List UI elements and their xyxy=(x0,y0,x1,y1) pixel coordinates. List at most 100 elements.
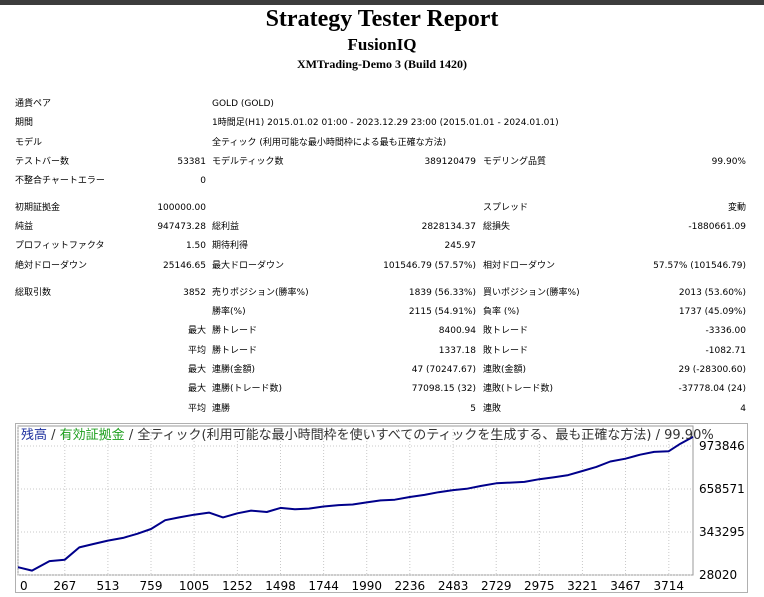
y-tick-label: 973846 xyxy=(699,439,745,453)
long-value: 2013 (53.60%) xyxy=(678,288,746,298)
errors-label: 不整合チャートエラー xyxy=(15,176,105,186)
average-word: 平均 xyxy=(187,346,206,356)
avg-loss-label: 敗トレード xyxy=(483,346,529,356)
largest-loss-value: -3336.00 xyxy=(705,326,746,336)
win-value: 2115 (54.91%) xyxy=(408,307,476,317)
balance-chart-svg: 残高 / 有効証拠金 / 全ティック(利用可能な最小時間枠を使いすべてのティック… xyxy=(15,423,748,593)
long-label: 買いポジション(勝率%) xyxy=(483,288,580,298)
x-tick-label: 1744 xyxy=(308,579,339,593)
gross-profit-value: 2828134.37 xyxy=(421,222,476,232)
short-label: 売りポジション(勝率%) xyxy=(212,288,309,298)
x-tick-label: 3714 xyxy=(654,579,685,593)
x-tick-label: 759 xyxy=(140,579,163,593)
x-axis-ticks: 0 267 513 759 1005 1252 1498 1744 1990 2236 2483 27… xyxy=(20,579,684,593)
bars-value: 53381 xyxy=(177,157,206,167)
chart-frame xyxy=(15,423,748,593)
quality-value: 99.90% xyxy=(711,157,746,167)
max-cons-word: 最大 xyxy=(187,365,206,375)
x-tick-label: 1005 xyxy=(179,579,210,593)
max-dd-value: 101546.79 (57.57%) xyxy=(383,261,476,271)
avg-cons-wins-label: 連勝 xyxy=(212,404,231,414)
quality-label: モデリング品質 xyxy=(483,157,547,167)
spread-label: スプレッド xyxy=(483,203,529,213)
avg-cons-wins-value: 5 xyxy=(470,404,476,414)
avg-loss-value: -1082.71 xyxy=(705,346,746,356)
symbol-value: GOLD (GOLD) xyxy=(212,99,274,109)
spread-value: 変動 xyxy=(727,203,746,213)
max-cons-wins-label: 連勝(金額) xyxy=(212,365,256,375)
avg-win-value: 1337.18 xyxy=(438,346,476,356)
balance-chart: 残高 / 有効証拠金 / 全ティック(利用可能な最小時間枠を使いすべてのティック… xyxy=(15,423,748,593)
legend-equity: 有効証拠金 xyxy=(60,427,125,443)
max-cons-loss-label: 連敗(トレード数) xyxy=(483,384,554,394)
largest-loss-label: 敗トレード xyxy=(483,326,529,336)
max-cons-loss-value: -37778.04 (24) xyxy=(678,384,746,394)
x-tick-label: 0 xyxy=(20,579,28,593)
largest-win-label: 勝トレード xyxy=(212,326,258,336)
rel-dd-value: 57.57% (101546.79) xyxy=(653,261,746,271)
chart-legend: 残高 / 有効証拠金 / 全ティック(利用可能な最小時間枠を使いすべてのティック… xyxy=(21,427,714,443)
expert-name: FusionIQ xyxy=(347,35,417,54)
gross-loss-value: -1880661.09 xyxy=(688,222,746,232)
x-tick-label: 267 xyxy=(53,579,76,593)
max-cons-profit-label: 連勝(トレード数) xyxy=(212,384,283,394)
largest-word: 最大 xyxy=(187,326,206,336)
win-label: 勝率(%) xyxy=(212,307,246,317)
y-tick-label: 658571 xyxy=(699,482,745,496)
largest-win-value: 8400.94 xyxy=(438,326,476,336)
avg-cons-losses-value: 4 xyxy=(740,404,746,414)
max-cons2-word: 最大 xyxy=(187,384,206,394)
model-label: モデル xyxy=(15,138,43,148)
max-cons-profit-value: 77098.15 (32) xyxy=(411,384,476,394)
avg-cons-losses-label: 連敗 xyxy=(483,404,502,414)
x-tick-label: 1990 xyxy=(351,579,382,593)
y-axis-ticks: 28020 343295 658571 973846 xyxy=(699,439,745,582)
pf-label: プロフィットファクタ xyxy=(15,241,105,251)
deposit-label: 初期証拠金 xyxy=(15,203,61,213)
loss-label: 負率 (%) xyxy=(483,307,520,317)
legend-description: / 全ティック(利用可能な最小時間枠を使いすべてのティックを生成する、最も正確な… xyxy=(125,427,714,443)
abs-dd-value: 25146.65 xyxy=(163,261,206,271)
max-cons-wins-value: 47 (70247.67) xyxy=(411,365,476,375)
deposit-value: 100000.00 xyxy=(157,203,206,213)
pf-value: 1.50 xyxy=(185,241,206,251)
trades-label: 総取引数 xyxy=(15,288,52,298)
gross-loss-label: 総損失 xyxy=(483,222,511,232)
ticks-value: 389120479 xyxy=(424,157,476,167)
abs-dd-label: 絶対ドローダウン xyxy=(15,261,88,271)
max-dd-label: 最大ドローダウン xyxy=(212,261,285,271)
x-tick-label: 1252 xyxy=(222,579,253,593)
period-label: 期間 xyxy=(15,118,34,128)
legend-balance: 残高 xyxy=(21,427,47,443)
errors-value: 0 xyxy=(200,176,206,186)
rel-dd-label: 相対ドローダウン xyxy=(483,261,556,271)
x-tick-label: 2729 xyxy=(481,579,512,593)
loss-value: 1737 (45.09%) xyxy=(678,307,746,317)
plot-area xyxy=(17,425,694,576)
max-cons-losses-label: 連敗(金額) xyxy=(483,365,527,375)
x-tick-label: 2975 xyxy=(524,579,555,593)
avg-cons-word: 平均 xyxy=(187,404,206,414)
legend-separator: / xyxy=(47,428,60,443)
model-value: 全ティック (利用可能な最小時間枠による最も正確な方法) xyxy=(212,138,447,148)
gross-profit-label: 総利益 xyxy=(212,222,240,232)
x-tick-label: 513 xyxy=(96,579,119,593)
x-tick-label: 1498 xyxy=(265,579,296,593)
symbol-label: 通貨ペア xyxy=(15,99,52,109)
report-title: Strategy Tester Report xyxy=(265,6,499,32)
server-name: XMTrading-Demo 3 (Build 1420) xyxy=(296,57,468,71)
avg-win-label: 勝トレード xyxy=(212,346,258,356)
x-tick-label: 2483 xyxy=(438,579,469,593)
short-value: 1839 (56.33%) xyxy=(408,288,476,298)
ticks-label: モデルティック数 xyxy=(212,157,284,167)
y-tick-label: 28020 xyxy=(699,568,737,582)
max-cons-losses-value: 29 (-28300.60) xyxy=(678,365,746,375)
bars-label: テストバー数 xyxy=(15,157,70,167)
x-tick-label: 3467 xyxy=(610,579,641,593)
x-tick-label: 2236 xyxy=(395,579,426,593)
line-layer xyxy=(17,436,694,572)
net-value: 947473.28 xyxy=(157,222,206,232)
top-bar xyxy=(0,0,764,5)
x-tick-label: 3221 xyxy=(567,579,598,593)
payoff-label: 期待利得 xyxy=(212,241,249,251)
